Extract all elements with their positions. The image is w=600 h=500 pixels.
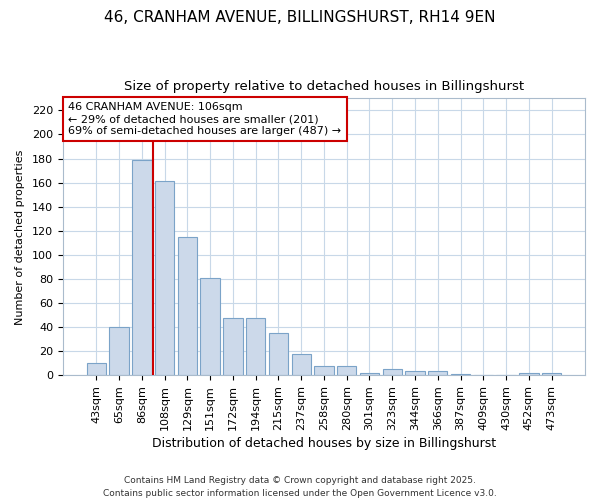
Text: Contains HM Land Registry data © Crown copyright and database right 2025.
Contai: Contains HM Land Registry data © Crown c… xyxy=(103,476,497,498)
Bar xyxy=(314,366,334,376)
Bar xyxy=(178,237,197,376)
Bar xyxy=(223,318,242,376)
Bar xyxy=(428,370,448,376)
Bar xyxy=(292,354,311,376)
Bar xyxy=(155,182,174,376)
Bar xyxy=(519,373,539,376)
Text: 46, CRANHAM AVENUE, BILLINGSHURST, RH14 9EN: 46, CRANHAM AVENUE, BILLINGSHURST, RH14 … xyxy=(104,10,496,25)
Bar xyxy=(406,370,425,376)
Bar xyxy=(451,374,470,376)
Bar xyxy=(542,373,561,376)
Bar xyxy=(109,327,129,376)
Title: Size of property relative to detached houses in Billingshurst: Size of property relative to detached ho… xyxy=(124,80,524,93)
Bar xyxy=(200,278,220,376)
Bar xyxy=(246,318,265,376)
Bar xyxy=(383,370,402,376)
Bar xyxy=(269,333,288,376)
Bar xyxy=(360,373,379,376)
Text: 46 CRANHAM AVENUE: 106sqm
← 29% of detached houses are smaller (201)
69% of semi: 46 CRANHAM AVENUE: 106sqm ← 29% of detac… xyxy=(68,102,341,136)
Bar xyxy=(86,364,106,376)
Bar xyxy=(337,366,356,376)
Y-axis label: Number of detached properties: Number of detached properties xyxy=(15,149,25,324)
Bar xyxy=(132,160,152,376)
X-axis label: Distribution of detached houses by size in Billingshurst: Distribution of detached houses by size … xyxy=(152,437,496,450)
